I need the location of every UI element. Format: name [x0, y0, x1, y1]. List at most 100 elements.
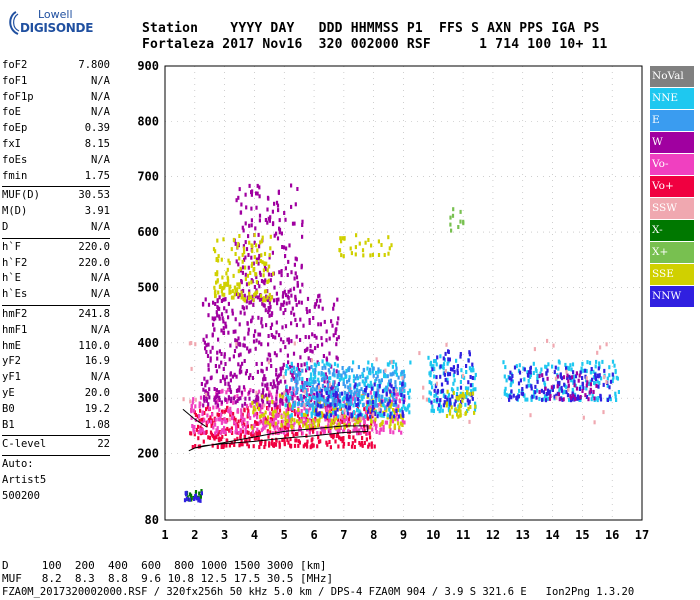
echo-point	[450, 405, 453, 410]
echo-point	[222, 330, 225, 335]
echo-point	[348, 378, 351, 383]
echo-point	[308, 318, 311, 322]
echo-point	[255, 272, 258, 277]
echo-point	[188, 497, 191, 502]
echo-point	[395, 370, 398, 375]
echo-point	[293, 262, 296, 267]
echo-point	[248, 183, 251, 188]
echo-point	[303, 442, 307, 447]
legend-item-noval: NoVal	[650, 66, 694, 87]
echo-point	[326, 442, 329, 447]
echo-point	[261, 324, 264, 329]
echo-point	[248, 289, 251, 294]
echo-point	[317, 294, 320, 299]
echo-point	[222, 237, 225, 242]
param-value: N/A	[91, 106, 110, 119]
echo-point	[314, 412, 317, 417]
legend-item-vo-minus: Vo-	[650, 154, 694, 175]
echo-point	[216, 350, 219, 355]
echo-point	[203, 430, 206, 435]
echo-point	[401, 416, 404, 420]
echo-point	[430, 400, 433, 405]
x-tick-label: 1	[161, 528, 168, 542]
echo-point	[231, 374, 234, 379]
echo-point	[332, 380, 335, 385]
echo-point	[235, 344, 238, 349]
echo-point	[608, 394, 611, 399]
echo-point	[216, 313, 219, 318]
echo-point	[526, 370, 529, 375]
echo-point	[527, 370, 531, 375]
echo-point	[262, 422, 265, 427]
echo-point	[541, 373, 544, 378]
echo-point	[297, 443, 300, 448]
echo-point	[190, 404, 193, 408]
echo-point	[597, 366, 600, 371]
echo-point	[267, 352, 270, 357]
y-tick-label: 700	[137, 170, 159, 184]
echo-point	[308, 377, 311, 382]
param-group-confidence: C-level 22	[2, 437, 110, 453]
echo-point	[286, 418, 289, 423]
echo-point	[202, 396, 206, 401]
echo-point	[304, 413, 308, 417]
param-row: fxI 8.15	[2, 137, 110, 153]
echo-point	[194, 342, 197, 347]
echo-point	[268, 264, 271, 269]
echo-point	[282, 300, 286, 305]
echo-point	[224, 398, 227, 402]
echo-point	[401, 406, 404, 411]
echo-point	[276, 385, 279, 390]
echo-point	[258, 403, 261, 408]
param-row: fmin 1.75	[2, 169, 110, 185]
echo-point	[255, 275, 258, 280]
echo-point	[437, 403, 441, 408]
echo-point	[260, 239, 263, 244]
echo-point	[262, 413, 266, 418]
echo-point	[303, 403, 306, 408]
echo-point	[214, 431, 217, 436]
echo-point	[306, 401, 309, 405]
echo-point	[436, 397, 439, 402]
echo-point	[310, 376, 313, 381]
echo-point	[371, 369, 374, 374]
echo-point	[325, 414, 328, 419]
echo-point	[252, 405, 255, 410]
echo-point	[202, 337, 205, 342]
echo-point	[264, 308, 267, 313]
echo-point	[239, 435, 242, 440]
echo-point	[452, 381, 455, 386]
echo-point	[317, 371, 320, 376]
echo-point	[300, 393, 303, 398]
echo-point	[383, 253, 386, 257]
param-row: foE N/A	[2, 105, 110, 121]
echo-point	[374, 403, 377, 408]
echo-point	[311, 395, 315, 399]
echo-point	[290, 310, 293, 315]
echo-point	[366, 400, 369, 405]
echo-point	[344, 375, 347, 379]
echo-point	[532, 394, 536, 399]
echo-point	[217, 413, 220, 417]
echo-point	[235, 198, 238, 203]
echo-point	[369, 371, 372, 376]
echo-point	[198, 491, 201, 496]
echo-point	[252, 389, 255, 394]
echo-point	[517, 394, 520, 399]
echo-point	[261, 394, 264, 399]
y-tick-label: 500	[137, 280, 159, 294]
echo-point	[234, 338, 237, 343]
echo-point	[599, 397, 603, 402]
echo-point	[575, 386, 579, 391]
echo-point	[345, 401, 348, 406]
echo-point	[205, 350, 208, 354]
echo-point	[587, 397, 590, 402]
echo-point	[301, 380, 304, 385]
echo-point	[277, 381, 280, 386]
echo-point	[314, 405, 317, 410]
echo-point	[276, 236, 280, 241]
echo-point	[570, 367, 573, 372]
echo-point	[211, 316, 214, 321]
echo-point	[512, 393, 515, 398]
echo-point	[297, 408, 300, 412]
